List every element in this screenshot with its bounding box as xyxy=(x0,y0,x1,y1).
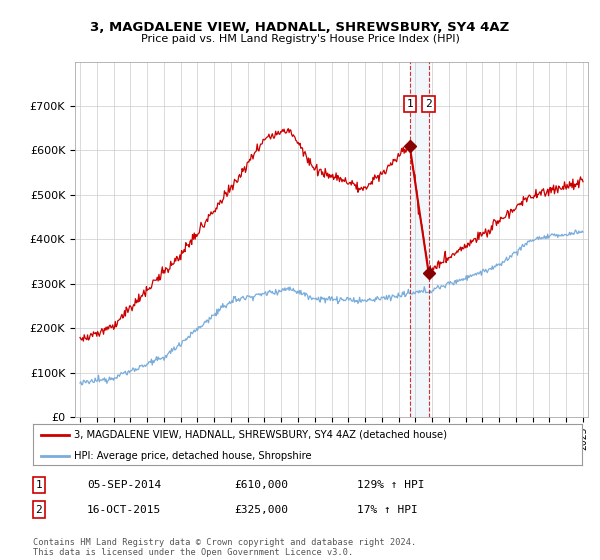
Text: 3, MAGDALENE VIEW, HADNALL, SHREWSBURY, SY4 4AZ (detached house): 3, MAGDALENE VIEW, HADNALL, SHREWSBURY, … xyxy=(74,430,447,440)
Text: Contains HM Land Registry data © Crown copyright and database right 2024.
This d: Contains HM Land Registry data © Crown c… xyxy=(33,538,416,557)
Text: 17% ↑ HPI: 17% ↑ HPI xyxy=(357,505,418,515)
Bar xyxy=(410,62,428,417)
Text: 16-OCT-2015: 16-OCT-2015 xyxy=(87,505,161,515)
Text: 1: 1 xyxy=(35,480,43,490)
Text: Price paid vs. HM Land Registry's House Price Index (HPI): Price paid vs. HM Land Registry's House … xyxy=(140,34,460,44)
Text: 05-SEP-2014: 05-SEP-2014 xyxy=(87,480,161,490)
Text: 129% ↑ HPI: 129% ↑ HPI xyxy=(357,480,425,490)
Text: 2: 2 xyxy=(35,505,43,515)
Text: £610,000: £610,000 xyxy=(234,480,288,490)
Text: 2: 2 xyxy=(425,99,432,109)
Text: £325,000: £325,000 xyxy=(234,505,288,515)
Text: HPI: Average price, detached house, Shropshire: HPI: Average price, detached house, Shro… xyxy=(74,451,312,461)
Text: 3, MAGDALENE VIEW, HADNALL, SHREWSBURY, SY4 4AZ: 3, MAGDALENE VIEW, HADNALL, SHREWSBURY, … xyxy=(91,21,509,34)
Text: 1: 1 xyxy=(406,99,413,109)
